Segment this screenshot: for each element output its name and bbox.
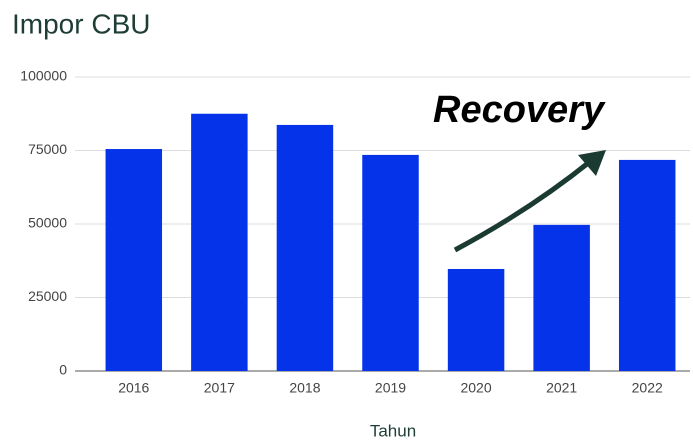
y-tick-label: 25000 <box>28 288 67 304</box>
bar <box>105 149 163 371</box>
x-tick-label: 2021 <box>546 380 577 396</box>
x-tick-label: 2018 <box>289 380 320 396</box>
arrow-head <box>578 150 606 176</box>
bar <box>191 113 248 371</box>
bar <box>276 124 334 371</box>
y-tick-label: 100000 <box>20 68 67 84</box>
x-tick-label: 2022 <box>632 380 663 396</box>
bar <box>533 224 590 371</box>
x-axis-label: Tahun <box>370 421 416 440</box>
y-tick-label: 0 <box>59 362 67 378</box>
y-tick-label: 75000 <box>28 141 67 157</box>
bar <box>618 159 676 371</box>
y-tick-label: 50000 <box>28 215 67 231</box>
arrow <box>453 158 594 253</box>
bar <box>447 268 505 371</box>
chart-title: Impor CBU <box>12 8 150 39</box>
x-tick-label: 2020 <box>460 380 491 396</box>
x-tick-label: 2016 <box>118 380 149 396</box>
plot: 0 25000 50000 75000 100000 2016 2017 2018 2019 20… <box>20 68 690 396</box>
x-tick-label: 2019 <box>375 380 406 396</box>
annotation: Recovery <box>433 89 606 131</box>
bar <box>362 154 419 371</box>
x-tick-label: 2017 <box>204 380 235 396</box>
